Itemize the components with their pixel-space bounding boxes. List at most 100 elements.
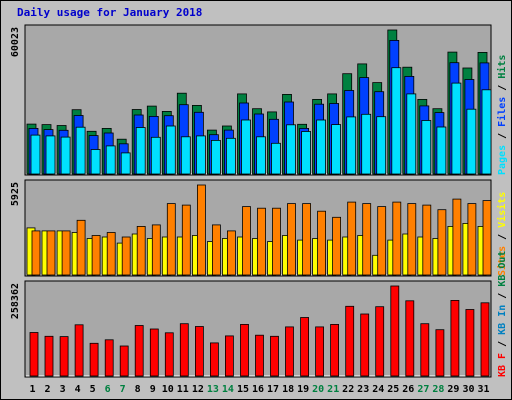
sites-bar-23 — [362, 203, 372, 276]
pages-bar-5 — [90, 149, 101, 175]
pages-bar-1 — [30, 134, 41, 175]
sites-bar-4 — [76, 219, 86, 276]
x-tick-label-18: 18 — [282, 384, 294, 395]
ymax-label-kbin-kbf: 258362 — [10, 283, 21, 319]
x-tick-label-14: 14 — [222, 384, 234, 395]
kbf-bar-26 — [405, 300, 415, 377]
x-tick-label-20: 20 — [312, 384, 324, 395]
sites-bar-30 — [467, 203, 477, 276]
pages-bar-12 — [195, 135, 206, 175]
pages-bar-10 — [165, 125, 176, 175]
sites-bar-5 — [91, 235, 101, 276]
pages-bar-14 — [225, 137, 236, 175]
pages-bar-2 — [45, 135, 56, 175]
sites-bar-24 — [377, 206, 387, 276]
pages-bar-11 — [180, 136, 191, 175]
x-tick-label-21: 21 — [327, 384, 339, 395]
pages-bar-7 — [120, 152, 131, 175]
pages-bar-6 — [105, 145, 116, 175]
sites-bar-27 — [422, 204, 432, 276]
kbf-bar-11 — [179, 323, 189, 377]
kbf-bar-7 — [119, 345, 129, 377]
pages-bar-17 — [271, 142, 281, 175]
kbf-bar-14 — [224, 335, 234, 377]
sites-bar-13 — [211, 224, 221, 276]
x-tick-label-27: 27 — [417, 384, 429, 395]
sites-bar-3 — [61, 230, 71, 276]
x-tick-label-8: 8 — [135, 384, 141, 395]
sites-bar-18 — [287, 203, 296, 276]
kbf-bar-23 — [360, 313, 370, 377]
pages-bar-31 — [481, 89, 492, 175]
x-tick-label-30: 30 — [462, 384, 474, 395]
kbf-bar-2 — [44, 335, 54, 377]
sites-bar-16 — [257, 207, 266, 276]
pages-bar-30 — [466, 108, 477, 175]
pages-bar-9 — [150, 136, 161, 175]
pages-bar-24 — [376, 116, 387, 175]
kbf-bar-18 — [285, 326, 294, 377]
sites-bar-17 — [272, 207, 281, 276]
x-tick-label-5: 5 — [90, 384, 96, 395]
legend-hits-files-pages: Pages / Files / Hits — [496, 55, 508, 175]
sites-bar-29 — [452, 198, 462, 276]
x-tick-label-24: 24 — [372, 384, 384, 395]
sites-bar-12 — [196, 184, 206, 276]
x-tick-label-17: 17 — [267, 384, 279, 395]
sites-bar-9 — [151, 224, 161, 276]
sites-bar-6 — [106, 232, 116, 276]
ymax-label-visits-sites: 5925 — [10, 182, 21, 206]
kbf-bar-21 — [330, 323, 340, 377]
x-tick-label-6: 6 — [105, 384, 111, 395]
kbf-bar-16 — [255, 334, 264, 377]
kbf-bar-4 — [74, 324, 84, 377]
pages-bar-21 — [331, 124, 342, 175]
x-tick-label-12: 12 — [192, 384, 204, 395]
kbf-bar-27 — [420, 323, 430, 377]
kbf-bar-15 — [240, 323, 249, 377]
kbf-bar-10 — [164, 332, 174, 377]
x-tick-label-25: 25 — [387, 384, 399, 395]
pages-bar-22 — [346, 116, 357, 175]
sites-bar-31 — [482, 200, 492, 276]
kbf-bar-25 — [390, 285, 400, 377]
x-tick-label-16: 16 — [252, 384, 264, 395]
x-tick-label-22: 22 — [342, 384, 354, 395]
kbf-bar-24 — [375, 306, 385, 377]
sites-bar-14 — [226, 230, 236, 276]
sites-bar-20 — [317, 210, 327, 276]
pages-bar-3 — [60, 136, 71, 175]
x-tick-label-1: 1 — [29, 384, 35, 395]
x-tick-label-3: 3 — [60, 384, 66, 395]
ymax-label-hits-files-pages: 60023 — [10, 27, 21, 57]
kbf-bar-30 — [465, 309, 475, 377]
sites-bar-21 — [332, 216, 342, 276]
legend-visits-sites: Sites / Visits — [496, 192, 508, 276]
pages-bar-25 — [391, 67, 402, 175]
x-tick-label-28: 28 — [432, 384, 444, 395]
pages-bar-8 — [135, 127, 146, 175]
kbf-bar-22 — [345, 305, 355, 377]
legend-kbin-kbf: KB F / KB In / KB Out — [497, 251, 508, 377]
kbf-bar-31 — [480, 302, 490, 377]
pages-bar-15 — [241, 119, 251, 175]
kbf-bar-5 — [89, 342, 99, 377]
kbf-bar-20 — [315, 326, 325, 377]
x-tick-label-7: 7 — [120, 384, 126, 395]
pages-bar-13 — [210, 139, 221, 175]
kbf-bar-19 — [300, 317, 310, 377]
pages-bar-16 — [256, 136, 266, 175]
kbf-bar-29 — [450, 299, 460, 377]
sites-bar-7 — [121, 236, 131, 276]
kbf-bar-28 — [435, 329, 445, 377]
x-tick-label-19: 19 — [297, 384, 309, 395]
pages-bar-29 — [451, 82, 462, 175]
sites-bar-8 — [136, 225, 146, 276]
sites-bar-19 — [302, 203, 312, 276]
pages-bar-20 — [316, 119, 327, 175]
pages-bar-4 — [75, 126, 86, 175]
pages-bar-19 — [301, 131, 312, 175]
sites-bar-22 — [347, 201, 357, 276]
x-tick-label-23: 23 — [357, 384, 369, 395]
sites-bar-2 — [46, 230, 56, 276]
